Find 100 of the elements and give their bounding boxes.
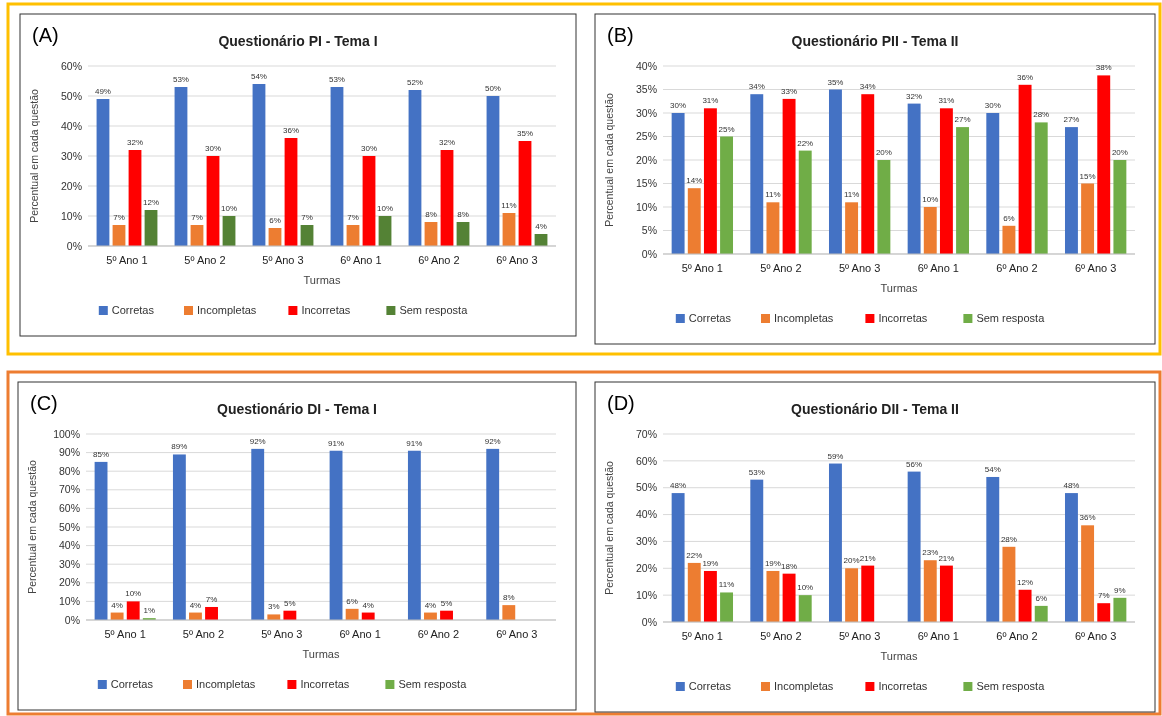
- y-tick-label: 0%: [641, 247, 657, 260]
- data-label: 5%: [440, 598, 453, 608]
- y-tick-label: 15%: [635, 177, 657, 190]
- y-tick-label: 90%: [58, 446, 80, 459]
- x-tick-label: 6º Ano 1: [340, 254, 382, 266]
- data-label: 7%: [347, 213, 359, 222]
- x-tick-label: 6º Ano 1: [917, 630, 960, 642]
- x-tick-label: 5º Ano 3: [838, 262, 881, 274]
- data-label: 23%: [922, 548, 939, 558]
- data-label: 4%: [111, 600, 123, 610]
- chart-title: Questionário DI - Tema I: [217, 401, 377, 417]
- y-tick-label: 30%: [60, 149, 82, 162]
- data-label: 4%: [362, 600, 374, 610]
- data-label: 19%: [764, 558, 781, 568]
- data-label: 53%: [748, 467, 765, 477]
- data-label: 33%: [781, 86, 798, 96]
- data-label: 11%: [765, 190, 781, 200]
- data-label: 4%: [424, 600, 437, 610]
- data-label: 30%: [670, 101, 687, 110]
- data-label: 59%: [827, 451, 844, 461]
- data-label: 5%: [284, 598, 296, 608]
- data-label: 28%: [1000, 534, 1017, 544]
- data-label: 54%: [984, 464, 1001, 474]
- data-label: 56%: [906, 459, 923, 469]
- data-label: 30%: [984, 101, 1001, 110]
- data-label: 32%: [439, 138, 456, 147]
- x-tick-label: 6º Ano 3: [1074, 262, 1117, 274]
- legend-label: Sem resposta: [399, 304, 469, 316]
- data-label: 1%: [143, 606, 156, 616]
- x-tick-label: 5º Ano 1: [106, 254, 148, 266]
- x-tick-label: 6º Ano 2: [996, 630, 1038, 642]
- data-label: 21%: [938, 553, 955, 563]
- legend-label: Sem resposta: [976, 680, 1046, 692]
- y-tick-label: 20%: [60, 179, 82, 192]
- chart-title: Questionário DII - Tema II: [791, 401, 959, 417]
- chart-title: Questionário PI - Tema I: [218, 33, 378, 49]
- y-tick-label: 70%: [635, 427, 657, 440]
- data-label: 27%: [954, 115, 971, 125]
- data-label: 6%: [269, 216, 281, 225]
- y-tick-label: 40%: [635, 59, 657, 72]
- x-tick-label: 6º Ano 2: [418, 254, 460, 266]
- data-label: 30%: [205, 144, 222, 153]
- data-label: 30%: [361, 144, 378, 153]
- x-axis-title: Turmas: [302, 648, 340, 660]
- data-label: 7%: [205, 594, 218, 604]
- data-label: 15%: [1079, 171, 1096, 181]
- data-label: 38%: [1095, 63, 1112, 73]
- data-label: 8%: [457, 210, 469, 219]
- data-label: 7%: [113, 213, 125, 222]
- y-tick-label: 10%: [635, 588, 657, 601]
- data-label: 85%: [93, 449, 110, 459]
- data-label: 7%: [1097, 591, 1110, 601]
- data-label: 34%: [859, 82, 876, 92]
- data-label: 92%: [249, 436, 266, 446]
- data-label: 10%: [797, 583, 814, 593]
- data-label: 8%: [503, 593, 515, 603]
- data-label: 27%: [1063, 115, 1080, 125]
- data-label: 35%: [517, 129, 534, 138]
- data-label: 14%: [686, 176, 703, 186]
- x-tick-label: 5º Ano 2: [760, 262, 802, 274]
- y-tick-label: 100%: [53, 427, 80, 440]
- data-label: 22%: [797, 138, 814, 148]
- data-label: 21%: [859, 553, 876, 563]
- data-label: 7%: [301, 213, 313, 222]
- data-label: 36%: [1017, 72, 1034, 82]
- x-tick-label: 6º Ano 1: [917, 262, 960, 274]
- data-label: 18%: [781, 561, 798, 571]
- data-label: 32%: [127, 138, 144, 147]
- data-label: 52%: [406, 78, 423, 87]
- data-label: 50%: [484, 84, 501, 93]
- data-label: 6%: [346, 596, 358, 606]
- y-tick-label: 30%: [635, 535, 657, 548]
- data-label: 48%: [1063, 481, 1080, 491]
- data-label: 10%: [125, 589, 142, 599]
- legend-label: Incompletas: [197, 304, 257, 316]
- data-label: 11%: [718, 580, 735, 590]
- x-axis-title: Turmas: [303, 274, 341, 286]
- x-tick-label: 6º Ano 3: [1074, 630, 1117, 642]
- data-label: 36%: [1079, 513, 1096, 523]
- y-tick-label: 60%: [58, 502, 80, 515]
- x-tick-label: 5º Ano 3: [261, 628, 303, 640]
- legend-label: Incorretas: [878, 312, 928, 324]
- y-tick-label: 30%: [635, 106, 657, 119]
- y-axis-title: Percentual em cada questão: [28, 89, 40, 223]
- legend-label: Incompletas: [774, 680, 834, 692]
- data-label: 28%: [1033, 110, 1050, 120]
- data-label: 6%: [1035, 593, 1047, 603]
- data-label: 19%: [702, 558, 719, 568]
- y-tick-label: 5%: [641, 224, 657, 237]
- x-tick-label: 5º Ano 1: [681, 630, 724, 642]
- y-tick-label: 0%: [641, 615, 657, 628]
- y-tick-label: 0%: [64, 613, 80, 626]
- legend-label: Sem resposta: [398, 678, 468, 690]
- data-label: 8%: [425, 210, 437, 219]
- legend-label: Incorretas: [300, 678, 350, 690]
- data-label: 91%: [328, 438, 345, 448]
- data-label: 12%: [1017, 577, 1034, 587]
- y-axis-title: Percentual em cada questão: [603, 461, 615, 595]
- x-axis-title: Turmas: [880, 282, 918, 294]
- y-tick-label: 25%: [635, 130, 657, 143]
